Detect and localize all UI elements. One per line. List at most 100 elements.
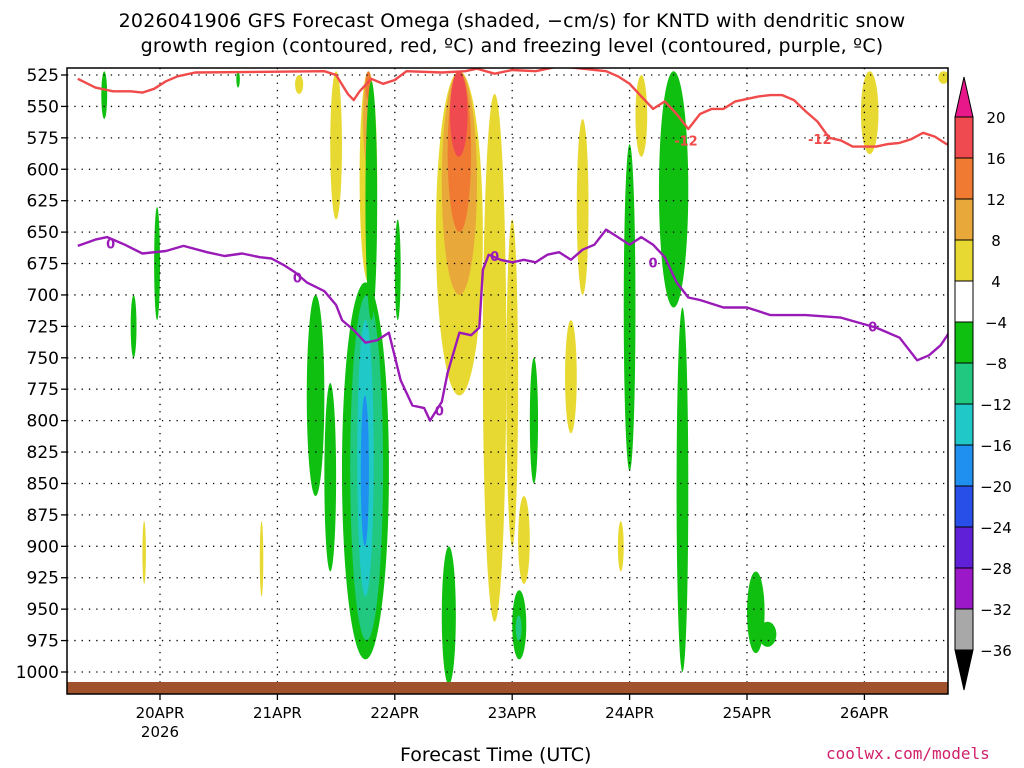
- colorbar-swatch-8: [954, 444, 974, 487]
- colorbar-label-8: −16: [980, 437, 1012, 455]
- colorbar-bottom-arrow: [954, 649, 974, 691]
- x-tick-label-22APR: 22APR: [370, 704, 419, 722]
- colorbar-swatch-6: [954, 362, 974, 405]
- omega-shade-27: [441, 546, 456, 685]
- colorbar-label-13: −36: [980, 642, 1012, 660]
- omega-shade-26: [324, 382, 337, 572]
- colorbar-swatch-12: [954, 608, 974, 651]
- dotted-grid: [67, 68, 948, 694]
- x-axis-year-label: 2026: [141, 723, 179, 741]
- x-tick-label-25APR: 25APR: [723, 704, 772, 722]
- colorbar-top-arrow: [954, 76, 974, 118]
- omega-shade-15: [860, 71, 879, 155]
- contour-labels: -12 -12 0 0 0 0 0 0: [106, 133, 877, 419]
- y-tick-label-600: 600: [27, 160, 59, 180]
- colorbar-swatch-3: [954, 239, 974, 282]
- omega-shade-18: [259, 521, 264, 597]
- omega-shade-40: [394, 219, 401, 321]
- colorbar-label-6: −8: [985, 355, 1007, 373]
- omega-shade-12: [518, 496, 530, 585]
- contour-label-0-1: 0: [293, 271, 302, 286]
- y-tick-label-700: 700: [27, 286, 59, 306]
- chart-title-line-1: 2026041906 GFS Forecast Omega (shaded, −…: [118, 10, 906, 32]
- omega-shade-14: [635, 75, 648, 157]
- chart-title-line-2: growth region (contoured, red, ºC) and f…: [140, 35, 884, 57]
- plot-frame: [66, 67, 949, 695]
- y-tick-label-575: 575: [27, 129, 59, 149]
- y-tick-label-925: 925: [27, 569, 59, 589]
- omega-shade-16: [938, 71, 948, 84]
- y-tick-label-650: 650: [27, 223, 59, 243]
- colorbar-swatch-10: [954, 526, 974, 569]
- omega-shade-11: [576, 118, 589, 295]
- colorbar-swatch-1: [954, 157, 974, 200]
- x-tick-label-20APR: 20APR: [136, 704, 185, 722]
- x-axis-ticks: 20APR 21APR 22APR 23APR 24APR 25APR 26APR: [136, 694, 889, 722]
- colorbar-swatch-0: [954, 116, 974, 159]
- omega-shade-13: [295, 75, 304, 94]
- contour-label-0-3: 0: [490, 250, 499, 265]
- omega-shade-25: [306, 294, 325, 497]
- contour-label-0-2: 0: [435, 405, 444, 420]
- contour-label--12-1: -12: [808, 133, 832, 148]
- omega-shade-7: [330, 71, 342, 220]
- omega-shade-19: [617, 521, 624, 572]
- y-tick-label-750: 750: [27, 349, 59, 369]
- x-tick-label-26APR: 26APR: [840, 704, 889, 722]
- colorbar-label-3: 8: [991, 232, 1001, 250]
- colorbar-swatch-9: [954, 485, 974, 528]
- colorbar-label-10: −24: [980, 519, 1012, 537]
- omega-shade-38: [529, 357, 539, 484]
- colorbar-label-11: −28: [980, 560, 1012, 578]
- omega-shade-10: [565, 320, 577, 434]
- y-tick-label-775: 775: [27, 380, 59, 400]
- x-tick-label-24APR: 24APR: [605, 704, 654, 722]
- colorbar-label-2: 12: [986, 191, 1005, 209]
- omega-shade-24: [365, 81, 378, 321]
- colorbar-label-4: 4: [991, 273, 1001, 291]
- omega-shading: [101, 71, 948, 685]
- contour-label-0-5: 0: [868, 320, 877, 335]
- omega-shade-23: [360, 395, 369, 547]
- y-tick-label-850: 850: [27, 474, 59, 494]
- omega-shade-30: [658, 71, 689, 308]
- y-tick-label-825: 825: [27, 443, 59, 463]
- y-tick-label-875: 875: [27, 506, 59, 526]
- colorbar-swatch-5: [954, 321, 974, 364]
- contour-label-0-4: 0: [649, 256, 658, 271]
- contour-line--12: [77, 68, 948, 148]
- colorbar-swatch-2: [954, 198, 974, 241]
- y-tick-label-800: 800: [27, 412, 59, 432]
- omega-shade-31: [676, 307, 689, 672]
- x-axis-label: Forecast Time (UTC): [400, 744, 592, 766]
- omega-shade-29: [515, 615, 522, 641]
- omega-shade-8: [482, 93, 507, 622]
- colorbar-label-9: −20: [980, 478, 1012, 496]
- contour-line-0: [77, 228, 948, 422]
- x-tick-label-23APR: 23APR: [488, 704, 537, 722]
- x-tick-label-21APR: 21APR: [253, 704, 302, 722]
- colorbar-swatch-11: [954, 567, 974, 610]
- omega-shade-3: [449, 71, 468, 157]
- omega-shade-35: [154, 206, 160, 321]
- contour-label-0-0: 0: [106, 237, 115, 252]
- colorbar: 20 16 12 8 4 −4 −8 −12 −16 −20 −24 −28 −32 −36: [954, 76, 1012, 691]
- colorbar-swatch-4: [954, 280, 974, 323]
- colorbar-label-5: −4: [985, 314, 1007, 332]
- y-tick-label-675: 675: [27, 255, 59, 275]
- omega-shade-33: [758, 621, 777, 647]
- omega-shade-39: [623, 144, 636, 471]
- omega-shade-34: [101, 71, 108, 119]
- colorbar-swatch-7: [954, 403, 974, 446]
- contour-label--12-0: -12: [674, 134, 698, 149]
- omega-shade-37: [236, 71, 240, 88]
- y-tick-label-725: 725: [27, 317, 59, 337]
- colorbar-label-0: 20: [986, 109, 1005, 127]
- y-tick-label-1000: 1000: [16, 663, 59, 683]
- colorbar-label-1: 16: [986, 150, 1005, 168]
- y-tick-label-625: 625: [27, 192, 59, 212]
- credit-text: coolwx.com/models: [826, 744, 990, 763]
- contour-lines: [77, 68, 948, 422]
- y-tick-label-975: 975: [27, 632, 59, 652]
